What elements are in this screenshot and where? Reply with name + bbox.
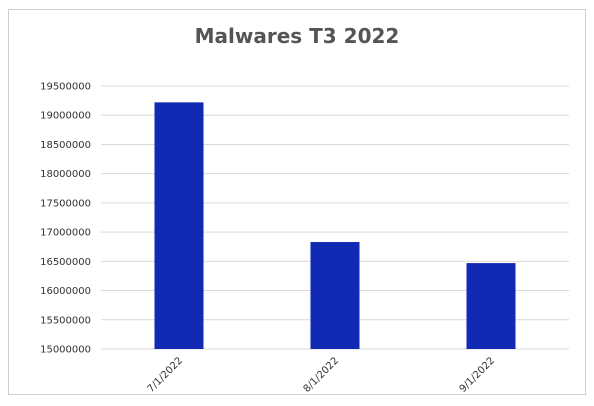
x-tick-label: 9/1/2022 bbox=[458, 355, 498, 395]
bars bbox=[154, 102, 516, 349]
y-tick-label: 18500000 bbox=[40, 140, 91, 151]
y-tick-label: 15500000 bbox=[40, 315, 91, 326]
x-axis: 7/1/2022 8/1/2022 9/1/2022 bbox=[146, 355, 498, 395]
chart-title: Malwares T3 2022 bbox=[194, 24, 400, 48]
y-tick-label: 15000000 bbox=[40, 345, 91, 356]
y-tick-label: 18000000 bbox=[40, 169, 91, 180]
y-tick-label: 17000000 bbox=[40, 228, 91, 239]
x-tick-label: 8/1/2022 bbox=[302, 355, 342, 395]
y-tick-label: 16500000 bbox=[40, 257, 91, 268]
bar bbox=[310, 242, 360, 349]
y-tick-label: 17500000 bbox=[40, 198, 91, 209]
bar bbox=[466, 263, 516, 349]
x-tick-label: 7/1/2022 bbox=[146, 355, 186, 395]
y-tick-label: 16000000 bbox=[40, 286, 91, 297]
y-tick-label: 19500000 bbox=[40, 82, 91, 93]
y-tick-label: 19000000 bbox=[40, 111, 91, 122]
y-axis: 15000000 15500000 16000000 16500000 17000000… bbox=[40, 82, 91, 356]
bar bbox=[154, 102, 204, 349]
